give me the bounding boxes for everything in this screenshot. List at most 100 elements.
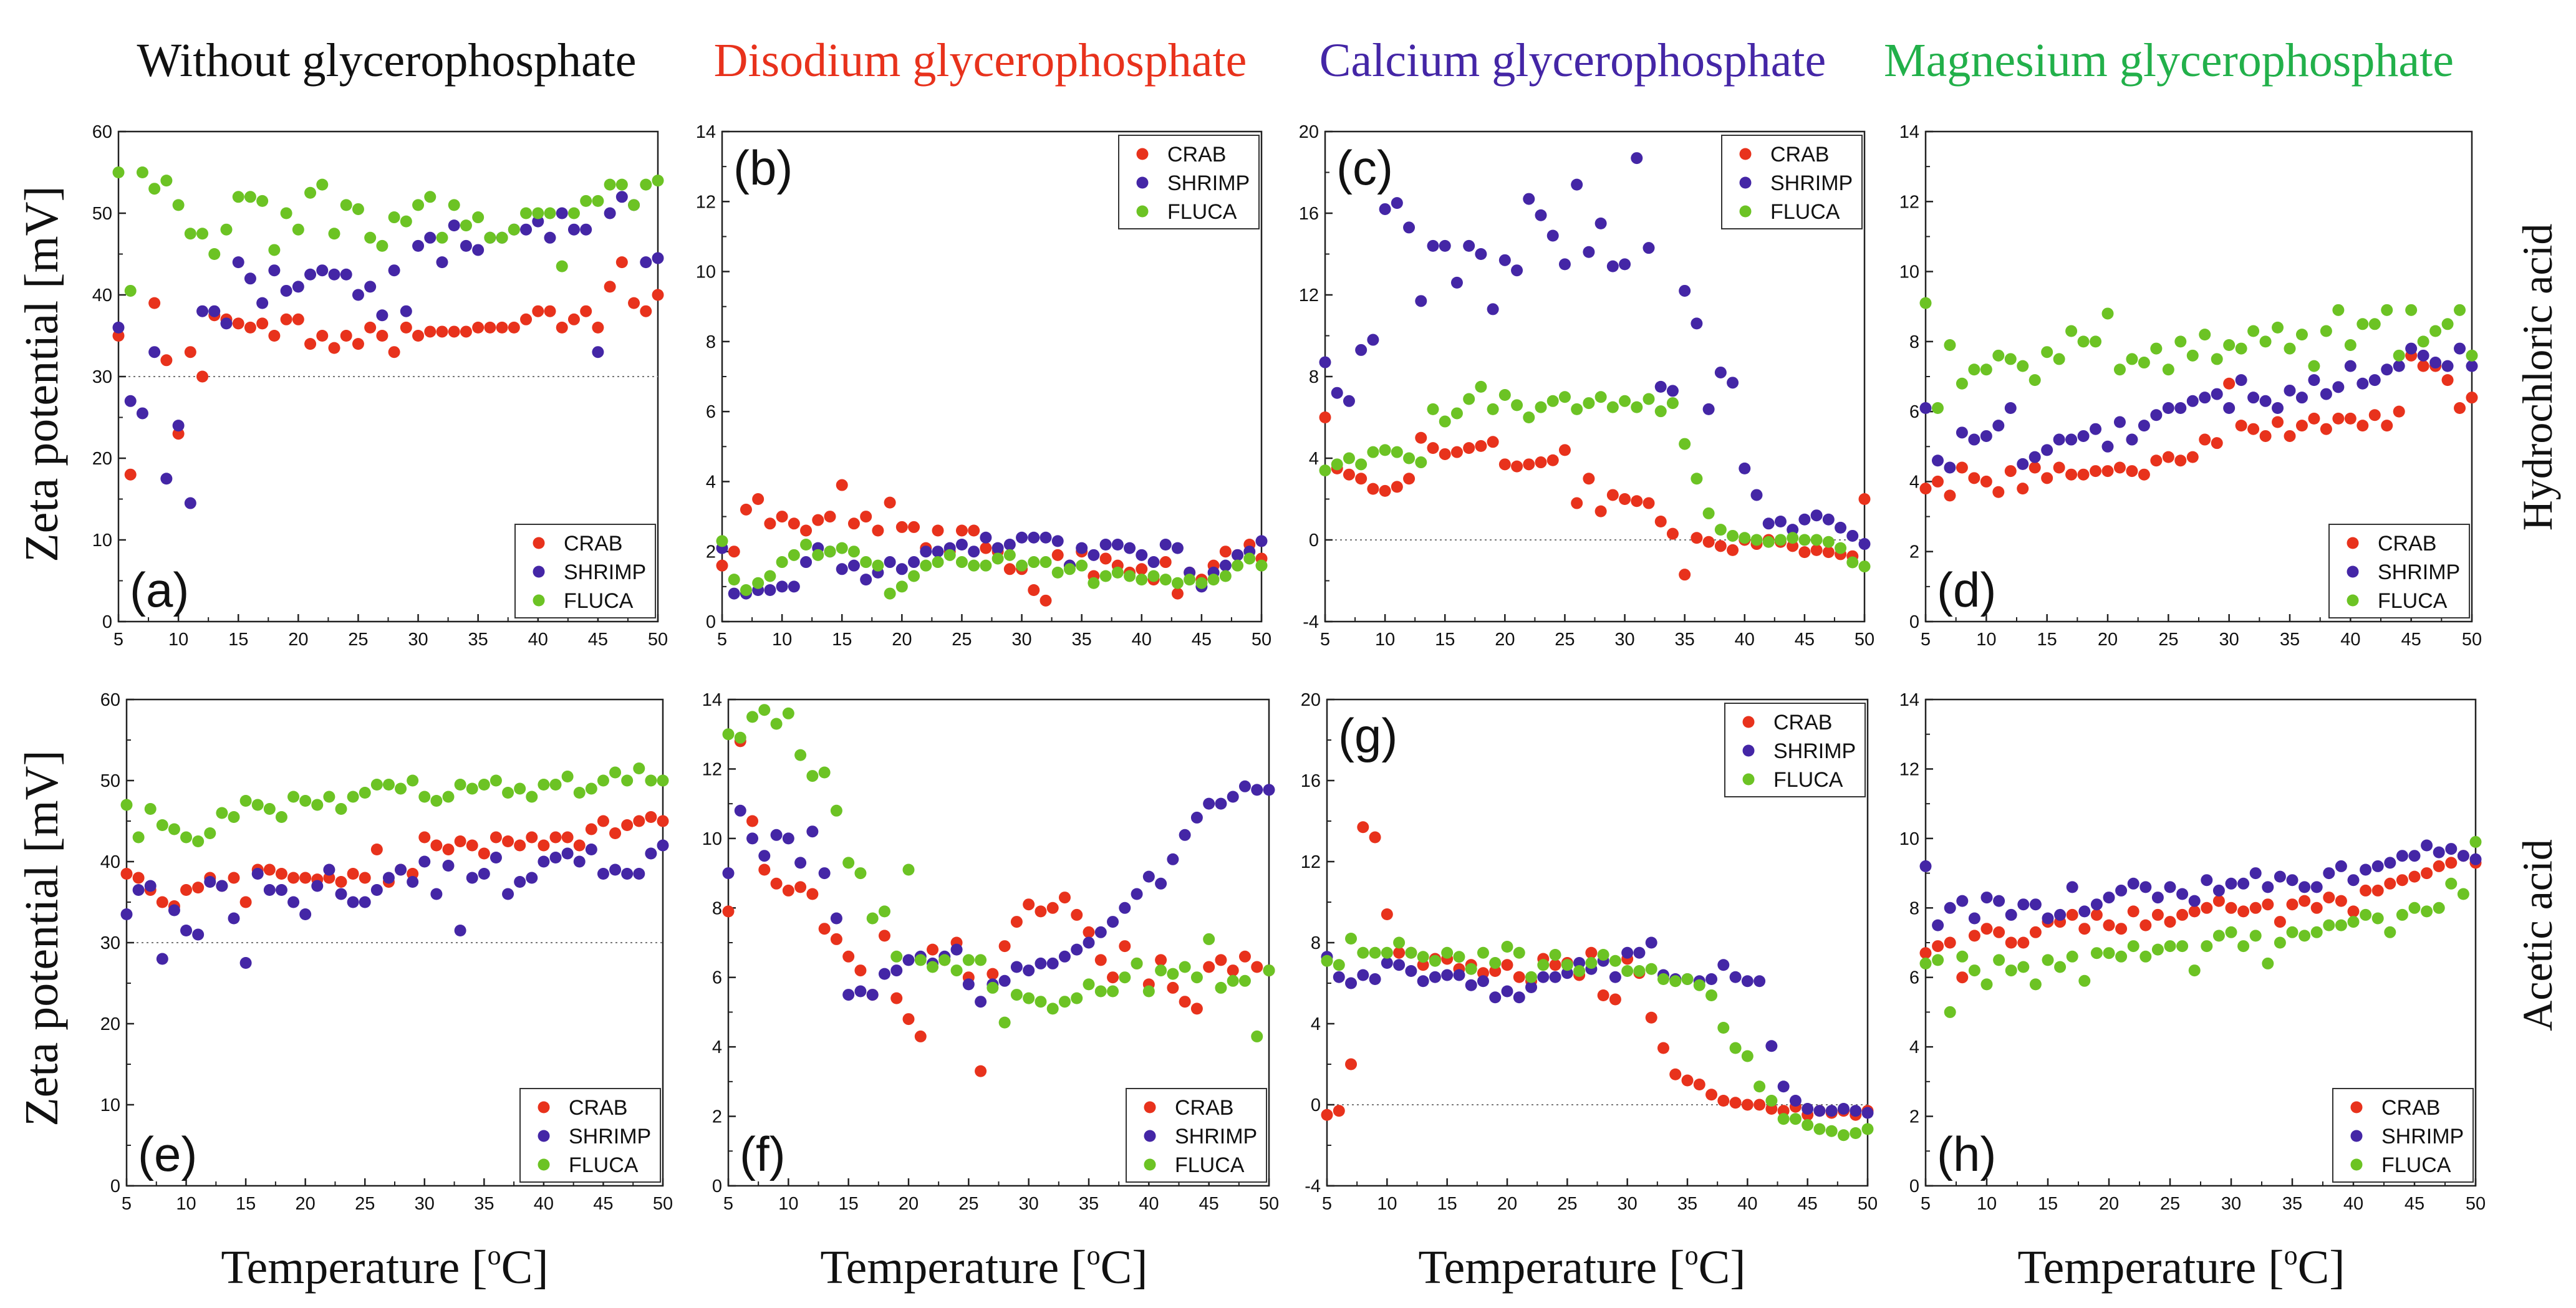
data-point-fluca — [1774, 534, 1787, 546]
legend-label-crab: CRAB — [1167, 143, 1226, 166]
data-point-shrimp — [2396, 850, 2408, 862]
panel-label: (e) — [138, 1127, 197, 1181]
data-point-fluca — [1111, 566, 1124, 579]
data-point-fluca — [376, 239, 388, 252]
x-tick-label: 20 — [892, 630, 912, 650]
data-point-crab — [1251, 961, 1263, 973]
data-point-crab — [299, 872, 312, 884]
data-point-shrimp — [448, 219, 460, 232]
data-point-shrimp — [1238, 780, 1251, 792]
data-point-shrimp — [1789, 1095, 1802, 1107]
data-point-shrimp — [604, 207, 616, 219]
legend-label-fluca: FLUCA — [1175, 1153, 1245, 1177]
panel-h: 5 10 15 20 25 30 35 40 45 50 0 2 4 6 8 10 12 14 (h) CRAB SHR… — [1899, 690, 2486, 1214]
data-point-fluca — [490, 774, 502, 787]
data-point-fluca — [1594, 391, 1607, 403]
data-point-fluca — [2017, 360, 2029, 372]
y-tick-label: 50 — [100, 771, 120, 791]
data-point-fluca — [1535, 401, 1547, 413]
data-point-fluca — [478, 779, 490, 791]
data-point-fluca — [2323, 919, 2335, 931]
data-point-crab — [2357, 420, 2369, 432]
data-point-fluca — [1657, 973, 1669, 985]
data-point-fluca — [2029, 978, 2042, 991]
data-point-fluca — [1403, 452, 1416, 464]
data-point-shrimp — [2417, 349, 2429, 362]
data-point-crab — [758, 863, 771, 876]
data-point-shrimp — [2308, 374, 2320, 387]
data-point-fluca — [2162, 363, 2174, 376]
data-point-fluca — [2005, 964, 2017, 977]
data-point-fluca — [1016, 559, 1028, 572]
data-point-shrimp — [2429, 357, 2442, 369]
data-point-fluca — [1717, 1022, 1730, 1034]
data-point-shrimp — [1619, 258, 1631, 271]
data-point-shrimp — [1741, 975, 1754, 988]
data-point-shrimp — [1227, 791, 1239, 803]
data-point-crab — [884, 496, 896, 509]
data-point-fluca — [902, 863, 915, 876]
data-point-shrimp — [1203, 797, 1215, 810]
data-point-crab — [2421, 867, 2433, 880]
data-point-shrimp — [2090, 423, 2102, 435]
data-point-fluca — [304, 186, 317, 199]
x-tick-label: 25 — [1557, 1194, 1577, 1214]
series-crab — [112, 256, 664, 481]
data-point-fluca — [1631, 401, 1643, 413]
data-point-fluca — [609, 766, 622, 779]
data-point-crab — [196, 370, 209, 383]
x-tick-label: 45 — [1199, 1194, 1219, 1214]
data-point-shrimp — [2347, 874, 2360, 887]
data-point-fluca — [1754, 1080, 1766, 1093]
y-tick-label: 12 — [702, 759, 722, 779]
data-point-fluca — [962, 954, 975, 966]
data-point-crab — [1705, 1089, 1718, 1101]
data-point-fluca — [370, 779, 383, 791]
data-point-shrimp — [902, 954, 915, 966]
y-tick-label: 10 — [100, 1095, 120, 1115]
data-point-crab — [1071, 908, 1083, 921]
data-point-fluca — [854, 867, 867, 880]
data-point-shrimp — [1968, 433, 1980, 446]
data-point-shrimp — [1931, 454, 1944, 467]
data-point-fluca — [2078, 974, 2091, 987]
data-point-fluca — [734, 731, 746, 744]
data-point-crab — [2041, 472, 2053, 484]
data-point-shrimp — [2259, 395, 2272, 407]
data-point-crab — [1190, 1003, 1203, 1015]
data-point-crab — [2433, 860, 2445, 872]
data-point-shrimp — [549, 852, 562, 863]
data-point-fluca — [436, 231, 448, 244]
data-point-crab — [275, 868, 287, 880]
data-point-fluca — [2457, 888, 2469, 900]
data-point-fluca — [232, 191, 244, 203]
data-point-crab — [184, 346, 196, 358]
series-fluca — [120, 762, 669, 847]
data-point-shrimp — [532, 215, 544, 228]
data-point-crab — [2078, 923, 2091, 935]
data-point-fluca — [2151, 943, 2164, 956]
data-point-fluca — [2164, 940, 2176, 953]
data-point-fluca — [752, 577, 765, 589]
data-point-shrimp — [1136, 549, 1148, 561]
data-point-fluca — [955, 556, 968, 569]
data-point-fluca — [1645, 963, 1657, 975]
data-point-crab — [1631, 495, 1643, 507]
data-point-fluca — [2090, 947, 2103, 959]
y-axis-title-bottom: Zeta potential [mV] — [16, 750, 68, 1127]
data-point-crab — [268, 330, 281, 342]
legend-label-shrimp: SHRIMP — [1167, 171, 1250, 195]
data-point-shrimp — [2090, 898, 2103, 911]
data-point-shrimp — [1535, 209, 1547, 221]
data-point-crab — [407, 868, 419, 880]
series-shrimp — [1919, 839, 2482, 931]
x-tick-label: 45 — [2405, 1194, 2424, 1214]
data-point-fluca — [884, 587, 896, 600]
data-point-shrimp — [1028, 531, 1040, 544]
data-point-crab — [244, 321, 256, 334]
y-tick-label: 14 — [1899, 690, 1919, 710]
data-point-crab — [640, 305, 652, 317]
legend-marker-crab — [1742, 716, 1755, 728]
data-point-fluca — [472, 211, 485, 224]
y-tick-label: 2 — [1909, 542, 1919, 562]
